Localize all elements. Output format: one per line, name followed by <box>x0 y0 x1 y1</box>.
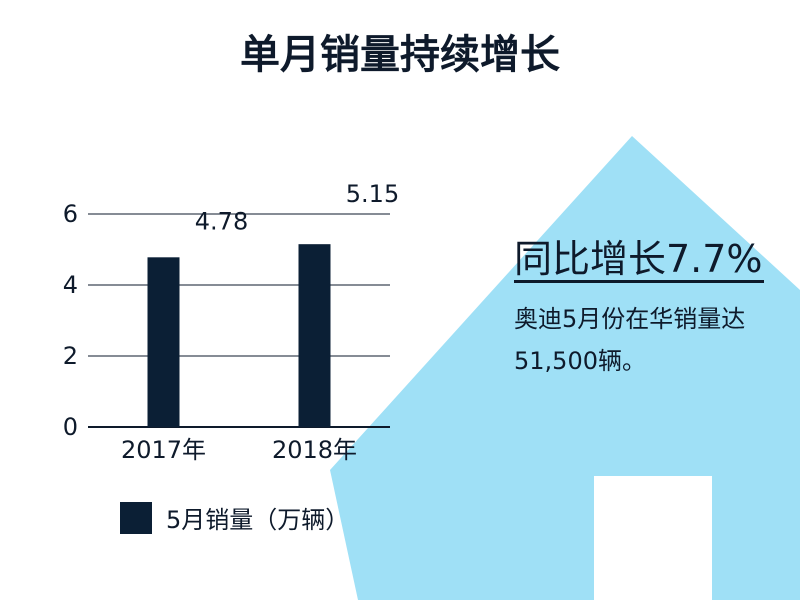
page-title: 单月销量持续增长 <box>240 32 560 78</box>
data-labels: 4.78 5.15 <box>195 180 399 235</box>
y-axis-ticks: 0 2 4 6 <box>63 200 78 441</box>
data-label: 4.78 <box>195 207 248 235</box>
y-tick-label: 6 <box>63 200 78 228</box>
arrow-shape <box>330 136 800 600</box>
legend-label: 5月销量（万辆） <box>166 506 350 534</box>
growth-description: 奥迪5月份在华销量达51,500辆。 <box>514 305 746 375</box>
x-category-label: 2017年 <box>121 436 206 464</box>
data-label: 5.15 <box>346 180 399 208</box>
y-tick-label: 0 <box>63 413 78 441</box>
chart-legend: 5月销量（万辆） <box>120 500 349 535</box>
y-tick-label: 4 <box>63 271 78 299</box>
x-axis-categories: 2017年 2018年 <box>121 436 357 464</box>
legend-swatch <box>120 501 152 534</box>
growth-headline: 同比增长7.7% <box>514 237 763 281</box>
headline-divider <box>514 280 764 283</box>
x-category-label: 2018年 <box>272 436 357 464</box>
y-tick-label: 2 <box>63 342 78 370</box>
bars <box>147 244 331 427</box>
bar <box>147 257 180 427</box>
bar <box>298 244 331 427</box>
grid-lines <box>88 213 390 428</box>
